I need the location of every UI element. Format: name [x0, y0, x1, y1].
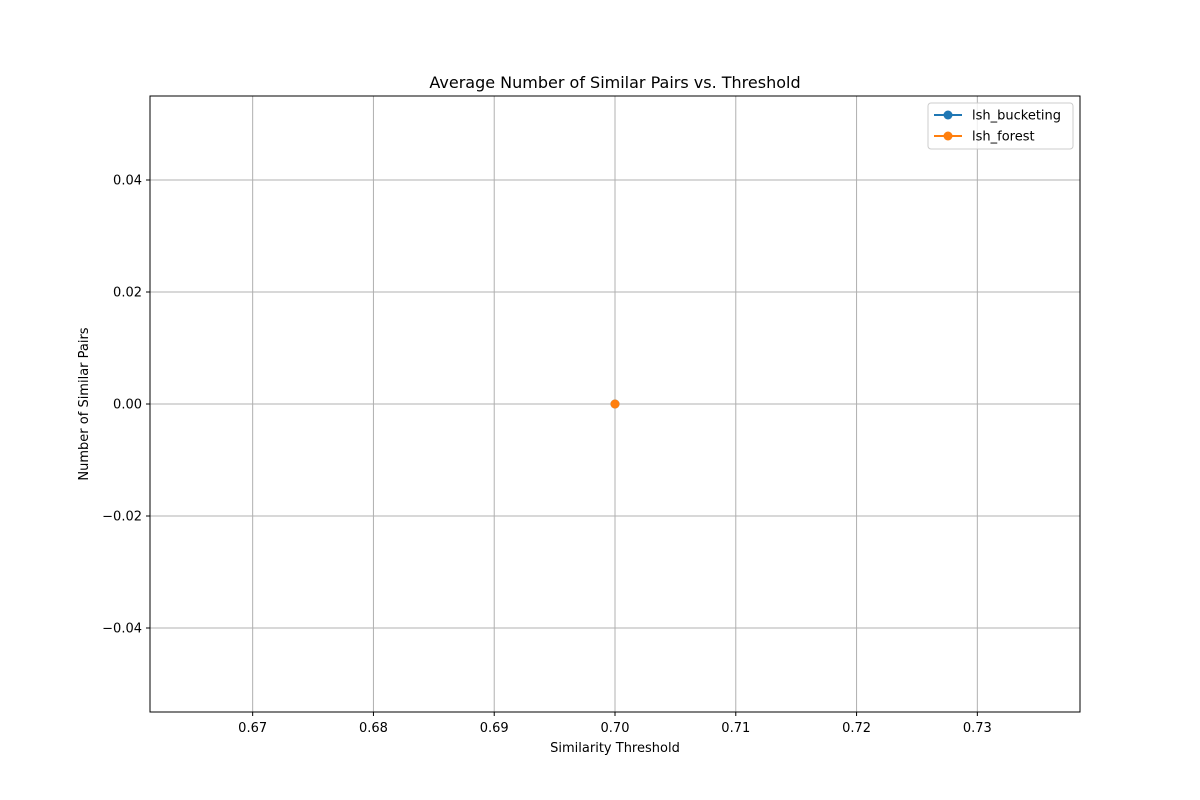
- y-tick-label: 0.02: [113, 286, 142, 301]
- series-lsh_forest: [610, 399, 620, 409]
- x-axis-label: Similarity Threshold: [550, 741, 680, 756]
- x-tick-label: 0.67: [238, 721, 267, 736]
- y-tick-label: −0.04: [102, 622, 142, 637]
- legend-label: lsh_forest: [972, 130, 1035, 145]
- x-tick-label: 0.71: [721, 721, 750, 736]
- y-axis-label: Number of Similar Pairs: [77, 327, 92, 480]
- data-point: [610, 399, 620, 409]
- y-tick-label: −0.02: [102, 510, 142, 525]
- legend: lsh_bucketing lsh_forest: [927, 102, 1074, 150]
- legend-label: lsh_bucketing: [972, 109, 1061, 124]
- y-tick-label: 0.00: [113, 398, 142, 413]
- x-tick-label: 0.72: [842, 721, 871, 736]
- x-tick-label: 0.70: [601, 721, 630, 736]
- x-tick-label: 0.68: [359, 721, 388, 736]
- x-tick-label: 0.73: [963, 721, 992, 736]
- axis-ticks: 0.67 0.68 0.69 0.70 0.71 0.72 0.73 −0.04 −0.02 0.…: [102, 174, 992, 737]
- legend-marker: [943, 131, 953, 141]
- y-tick-label: 0.04: [113, 174, 142, 189]
- legend-marker: [943, 110, 953, 120]
- legend-box: [927, 102, 1074, 150]
- plot-series: [610, 399, 620, 409]
- chart-title: Average Number of Similar Pairs vs. Thre…: [429, 73, 800, 92]
- x-tick-label: 0.69: [480, 721, 509, 736]
